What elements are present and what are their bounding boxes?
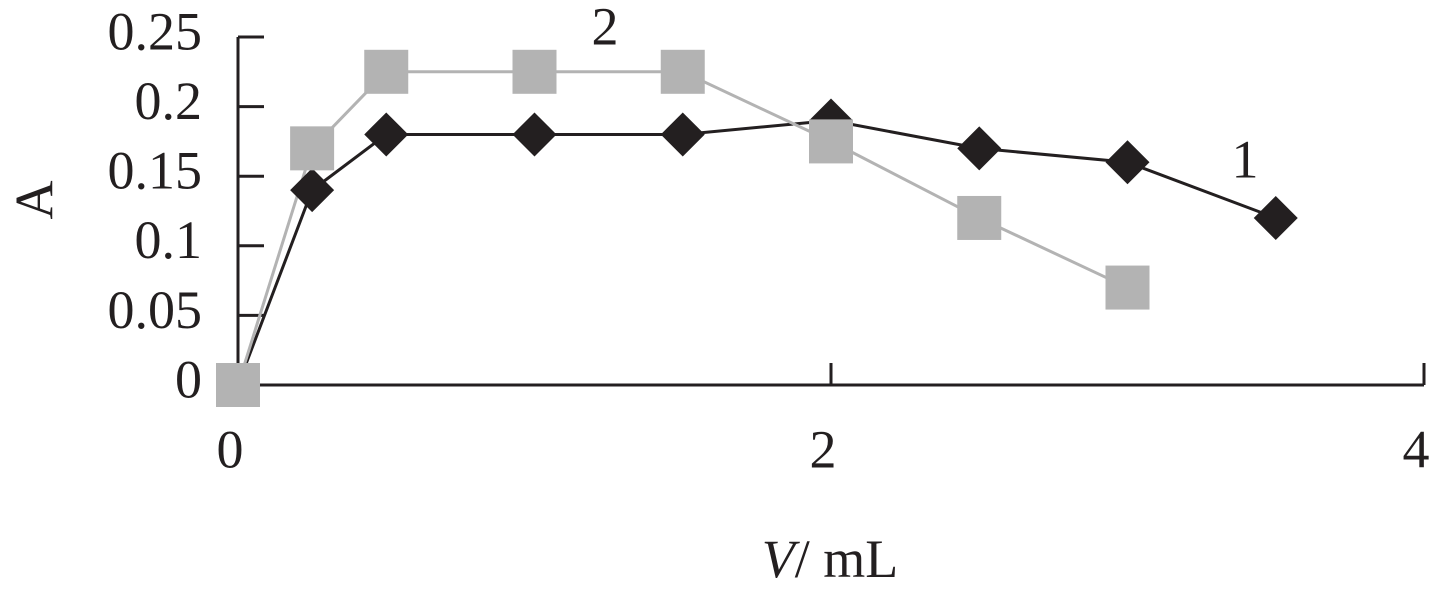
- marker: [809, 119, 853, 164]
- x-axis-label: V/ mL: [762, 529, 899, 589]
- marker: [216, 363, 260, 407]
- marker: [290, 168, 335, 213]
- marker: [1105, 265, 1150, 310]
- marker: [1253, 195, 1298, 240]
- x-label-symbol: V: [762, 529, 801, 589]
- y-axis-label: A: [4, 181, 64, 220]
- y-tick-label: 0.05: [108, 280, 203, 340]
- marker: [512, 112, 557, 157]
- x-label-unit: / mL: [795, 529, 899, 589]
- marker: [290, 126, 335, 171]
- marker: [660, 49, 705, 94]
- marker: [660, 112, 705, 157]
- x-tick-label: 2: [810, 419, 837, 479]
- y-tick-label: 0.2: [135, 71, 203, 131]
- marker: [1105, 140, 1150, 185]
- y-tick-label: 0: [175, 349, 202, 409]
- marker: [957, 126, 1002, 171]
- x-tick-label: 4: [1403, 419, 1430, 479]
- series-label: 1: [1232, 129, 1259, 189]
- marker: [957, 195, 1002, 240]
- marker: [364, 112, 409, 157]
- marker: [364, 49, 409, 94]
- y-tick-label: 0.25: [108, 1, 203, 61]
- series-label: 2: [592, 0, 619, 56]
- y-tick-label: 0.1: [135, 210, 203, 270]
- marker: [512, 49, 557, 94]
- y-tick-label: 0.15: [108, 141, 203, 201]
- x-tick-label: 0: [217, 419, 244, 479]
